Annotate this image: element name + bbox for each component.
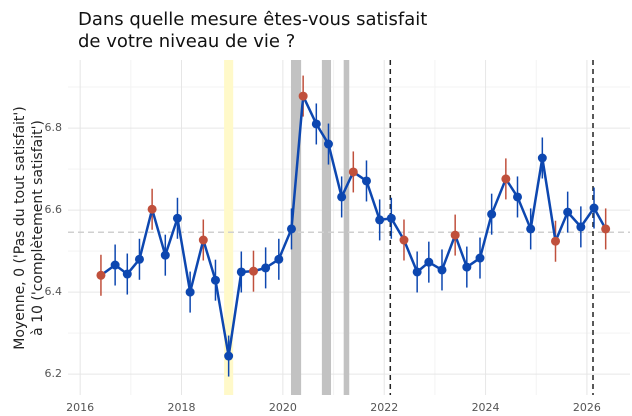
data-point	[348, 167, 358, 177]
data-point	[399, 235, 409, 245]
shaded-region	[290, 60, 302, 395]
data-point	[512, 192, 522, 202]
data-point	[274, 254, 284, 264]
x-tick-label: 2016	[66, 401, 94, 414]
data-point	[412, 267, 422, 277]
shaded-region	[343, 60, 350, 395]
data-point	[198, 235, 208, 245]
data-point	[437, 265, 447, 275]
y-tick-label: 6.8	[45, 121, 63, 134]
data-point	[298, 91, 308, 101]
data-point	[160, 250, 170, 260]
data-point	[361, 176, 371, 186]
data-point	[424, 257, 434, 267]
x-tick-label: 2018	[168, 401, 196, 414]
chart-title: Dans quelle mesure êtes-vous satisfait	[78, 9, 427, 30]
x-tick-label: 2026	[573, 401, 601, 414]
x-tick-label: 2022	[370, 401, 398, 414]
data-point	[526, 224, 536, 234]
x-tick-label: 2024	[472, 401, 500, 414]
data-point	[551, 236, 561, 246]
data-point	[537, 153, 547, 163]
data-point	[286, 224, 296, 234]
data-point	[261, 263, 271, 273]
data-point	[450, 230, 460, 240]
data-point	[248, 266, 258, 276]
y-tick-label: 6.2	[45, 367, 63, 380]
data-point	[375, 215, 385, 225]
y-axis-label: Moyenne, 0 ('Pas du tout satisfait')	[12, 106, 28, 349]
y-tick-label: 6.6	[45, 203, 63, 216]
shaded-region	[321, 60, 332, 395]
y-tick-label: 6.4	[45, 285, 63, 298]
data-point	[601, 224, 611, 234]
data-point	[110, 260, 120, 270]
data-point	[576, 222, 586, 232]
data-point	[501, 174, 511, 184]
data-point	[462, 262, 472, 272]
data-point	[185, 287, 195, 297]
shaded-region	[224, 60, 234, 395]
y-axis-label: à 10 ('complètement satisfait')	[30, 120, 46, 336]
chart-title: de votre niveau de vie ?	[78, 31, 295, 52]
data-point	[337, 192, 347, 202]
data-point	[96, 270, 106, 280]
data-point	[147, 204, 157, 214]
data-point	[172, 213, 182, 223]
data-point	[487, 209, 497, 219]
data-point	[386, 213, 396, 223]
data-point	[589, 203, 599, 213]
data-point	[134, 254, 144, 264]
data-point	[122, 269, 132, 279]
data-point	[475, 253, 485, 263]
data-point	[563, 207, 573, 217]
data-point	[236, 267, 246, 277]
data-point	[210, 275, 220, 285]
x-tick-label: 2020	[269, 401, 297, 414]
data-point	[224, 351, 234, 361]
data-point	[311, 119, 321, 129]
data-point	[323, 139, 333, 149]
